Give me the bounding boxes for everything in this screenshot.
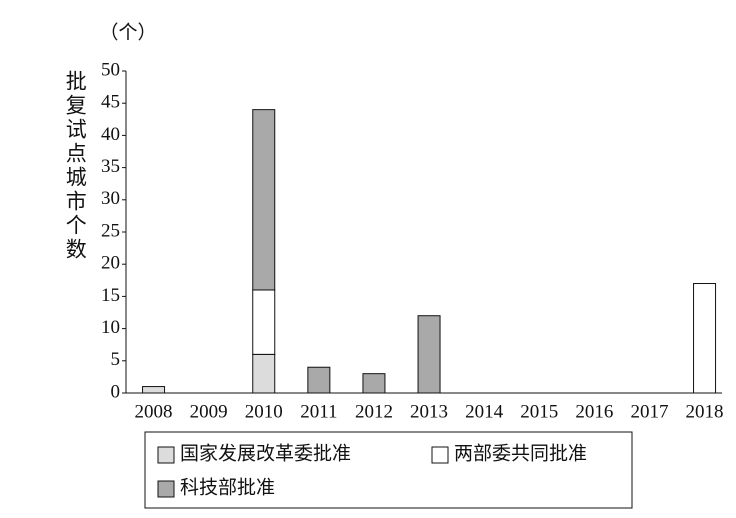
legend-label: 国家发展改革委批准 [180,442,351,464]
legend-label: 科技部批准 [180,476,275,498]
x-tick-label: 2008 [135,401,173,422]
bar-segment [417,315,441,394]
bar-segment [307,366,331,394]
x-tick-label: 2011 [300,401,337,422]
bar-segment [362,373,386,394]
bar-segment [252,353,276,394]
x-tick-label: 2014 [465,401,504,422]
legend-swatch [431,446,449,464]
bar-segment [693,283,717,394]
y-tick-label: 10 [101,317,120,338]
x-tick-label: 2009 [190,401,228,422]
y-tick-label: 35 [101,156,120,177]
legend [144,431,633,509]
y-tick-label: 40 [101,124,120,145]
x-tick-label: 2017 [630,401,668,422]
y-tick-label: 50 [101,59,120,80]
legend-swatch [157,446,175,464]
x-tick-label: 2016 [575,401,613,422]
legend-label: 两部委共同批准 [454,442,587,464]
y-axis-label: 批复试点城市个数 [63,70,87,262]
x-tick-label: 2012 [355,401,393,422]
y-tick-label: 20 [101,253,120,274]
bar-segment [252,109,276,291]
y-tick-label: 30 [101,188,120,209]
y-tick-label: 5 [111,349,121,370]
bar-segment [142,386,166,394]
y-tick-label: 15 [101,285,120,306]
x-tick-label: 2010 [245,401,283,422]
legend-swatch [157,480,175,498]
x-tick-label: 2018 [686,401,724,422]
x-tick-label: 2013 [410,401,448,422]
y-unit: （个） [99,21,156,43]
y-tick-label: 0 [111,381,121,402]
y-tick-label: 25 [101,220,120,241]
bar-segment [252,289,276,355]
y-tick-label: 45 [101,92,120,113]
x-tick-label: 2015 [520,401,558,422]
